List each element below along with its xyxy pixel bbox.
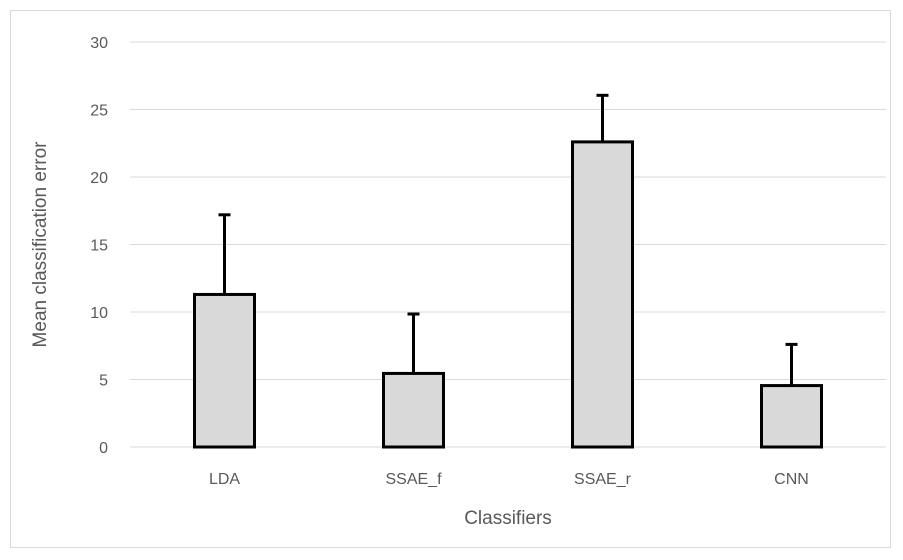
y-tick-label: 0 — [99, 440, 108, 457]
x-tick-label: LDA — [209, 471, 240, 488]
x-axis-title: Classifiers — [464, 508, 552, 529]
x-tick-label: SSAE_r — [574, 471, 632, 488]
y-tick-label: 20 — [90, 170, 108, 187]
y-tick-label: 10 — [90, 305, 108, 322]
x-axis-ticks: LDA SSAE_f SSAE_r CNN — [209, 471, 809, 488]
y-axis-title: Mean classification error — [30, 141, 51, 348]
y-tick-label: 5 — [99, 373, 108, 390]
y-axis-ticks: 0 5 10 15 20 25 30 — [90, 35, 108, 457]
y-tick-label: 15 — [90, 238, 108, 255]
x-tick-label: SSAE_f — [385, 471, 442, 488]
chart-frame — [10, 10, 891, 548]
bar-ssae-r — [571, 140, 634, 449]
error-bars — [218, 93, 798, 386]
x-tick-label: CNN — [774, 471, 809, 488]
y-tick-label: 25 — [90, 103, 108, 120]
bars — [193, 140, 823, 449]
y-tick-label: 30 — [90, 35, 108, 52]
bar-lda — [193, 292, 256, 449]
bar-ssae-f — [382, 371, 445, 449]
bar-cnn — [760, 384, 823, 449]
